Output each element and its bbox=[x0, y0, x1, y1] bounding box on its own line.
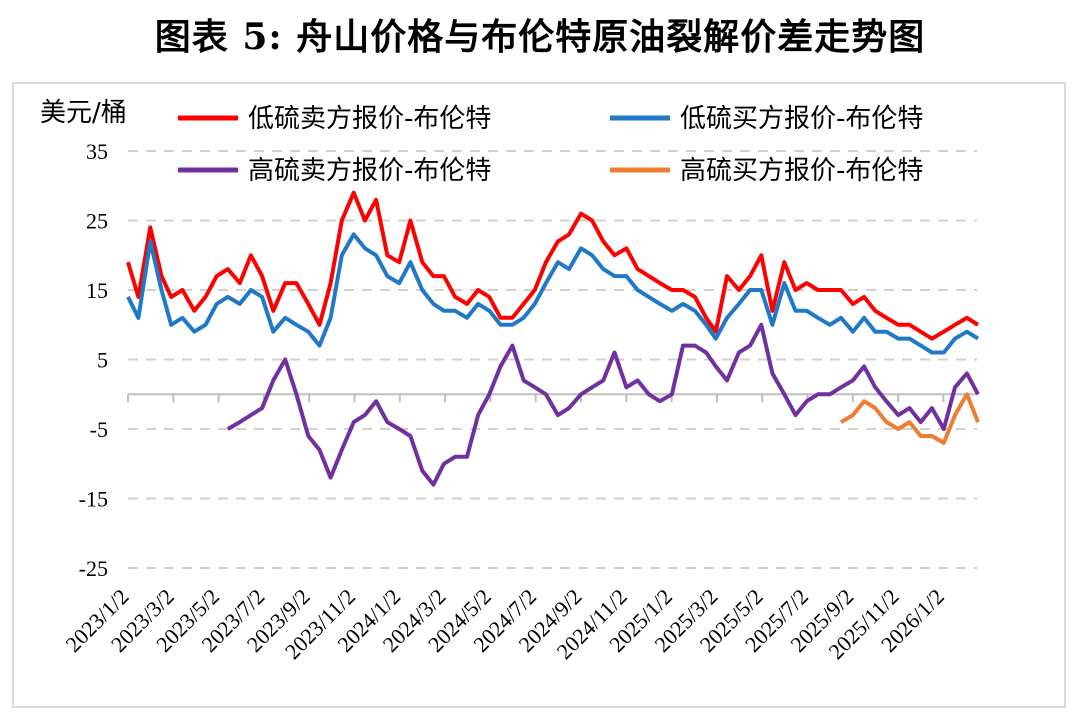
series-line bbox=[839, 392, 980, 445]
series-line bbox=[126, 232, 980, 355]
chart-title: 图表 5: 舟山价格与布伦特原油裂解价差走势图 bbox=[154, 16, 926, 58]
y-tick-label: -5 bbox=[90, 417, 108, 442]
x-axis: 2023/1/22023/3/22023/5/22023/7/22023/9/2… bbox=[61, 393, 977, 664]
legend-label: 高硫卖方报价-布伦特 bbox=[248, 156, 491, 186]
legend-label: 低硫买方报价-布伦特 bbox=[680, 104, 923, 134]
series-line bbox=[126, 190, 980, 341]
y-tick-label: 15 bbox=[86, 278, 108, 303]
gridlines bbox=[128, 150, 977, 569]
y-tick-label: 25 bbox=[86, 209, 108, 234]
y-tick-label: 35 bbox=[86, 139, 108, 164]
y-tick-label: -25 bbox=[79, 556, 108, 581]
y-tick-label: -15 bbox=[79, 487, 108, 512]
series-line bbox=[226, 322, 980, 487]
y-axis-label: 美元/桶 bbox=[40, 98, 127, 128]
legend-label: 低硫卖方报价-布伦特 bbox=[248, 104, 491, 134]
y-tick-label: 5 bbox=[97, 348, 108, 373]
chart-frame bbox=[12, 82, 1066, 708]
series-lines bbox=[126, 190, 980, 487]
y-tick-labels: 35 25 15 5 -5 -15 -25 bbox=[79, 139, 108, 581]
legend-label: 高硫买方报价-布伦特 bbox=[680, 156, 923, 186]
